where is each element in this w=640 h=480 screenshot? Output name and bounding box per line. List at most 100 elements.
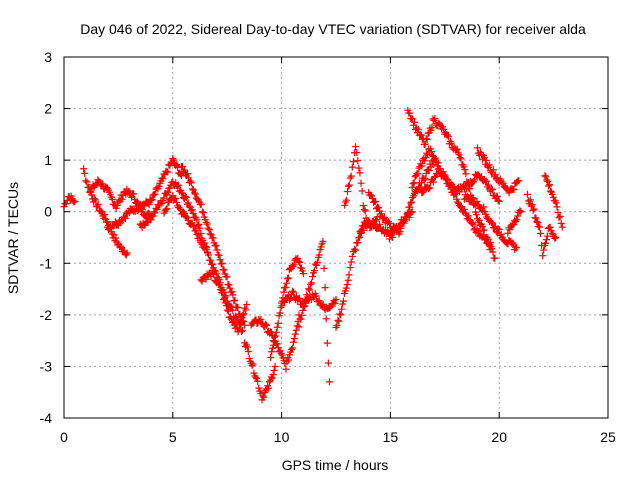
data-point bbox=[447, 139, 455, 147]
data-point bbox=[332, 295, 340, 303]
data-point bbox=[404, 209, 412, 217]
data-point bbox=[174, 182, 182, 190]
data-point bbox=[411, 118, 419, 126]
data-point bbox=[152, 204, 160, 212]
data-point bbox=[223, 306, 231, 314]
data-point bbox=[148, 196, 156, 204]
data-point bbox=[379, 215, 387, 223]
data-point bbox=[189, 186, 197, 194]
data-point bbox=[243, 301, 251, 309]
data-point bbox=[515, 177, 523, 185]
data-point bbox=[283, 279, 291, 287]
data-point bbox=[97, 207, 105, 215]
data-series bbox=[60, 106, 566, 404]
data-point bbox=[377, 210, 385, 218]
data-point bbox=[320, 264, 328, 272]
data-point bbox=[462, 170, 470, 178]
data-point bbox=[225, 281, 233, 289]
data-point bbox=[195, 220, 203, 228]
data-point bbox=[513, 244, 521, 252]
data-point bbox=[266, 328, 274, 336]
data-point bbox=[269, 344, 277, 352]
y-tick-label: -4 bbox=[40, 410, 53, 426]
data-point bbox=[203, 245, 211, 253]
data-point bbox=[350, 245, 358, 253]
data-point bbox=[352, 246, 360, 254]
data-point bbox=[343, 196, 351, 204]
data-point bbox=[284, 275, 292, 283]
data-point bbox=[546, 223, 554, 231]
data-point bbox=[540, 246, 548, 254]
data-point bbox=[552, 234, 560, 241]
data-point bbox=[204, 224, 212, 232]
data-point bbox=[431, 154, 439, 162]
data-point bbox=[270, 333, 278, 341]
data-point bbox=[361, 207, 369, 215]
data-point bbox=[81, 169, 89, 177]
data-point bbox=[338, 305, 346, 313]
data-point bbox=[208, 261, 216, 269]
data-point bbox=[288, 346, 296, 354]
data-point bbox=[421, 157, 429, 165]
data-point bbox=[268, 348, 276, 356]
data-point bbox=[244, 347, 252, 355]
data-point bbox=[189, 222, 197, 230]
data-point bbox=[274, 319, 282, 327]
data-point bbox=[542, 173, 550, 181]
data-point bbox=[342, 198, 350, 206]
data-point bbox=[147, 196, 155, 204]
data-point bbox=[243, 343, 251, 351]
data-point bbox=[160, 194, 168, 202]
data-point bbox=[239, 311, 247, 319]
data-point bbox=[123, 249, 131, 257]
data-point bbox=[255, 384, 263, 392]
data-point bbox=[418, 162, 426, 170]
data-point bbox=[195, 231, 203, 239]
data-point bbox=[558, 223, 566, 231]
data-point bbox=[528, 201, 536, 209]
data-point bbox=[480, 203, 488, 211]
data-point bbox=[372, 197, 380, 205]
data-point bbox=[423, 135, 431, 143]
data-point bbox=[269, 371, 277, 379]
data-point bbox=[414, 126, 422, 134]
data-point bbox=[308, 279, 316, 287]
data-point bbox=[143, 218, 151, 226]
x-axis-label: GPS time / hours bbox=[282, 457, 389, 473]
data-point bbox=[309, 273, 317, 281]
data-point bbox=[354, 239, 362, 247]
data-point bbox=[396, 228, 404, 236]
data-point bbox=[186, 177, 194, 185]
data-point bbox=[175, 181, 183, 189]
data-point bbox=[530, 205, 538, 213]
data-point bbox=[218, 259, 226, 267]
data-point bbox=[267, 354, 275, 362]
data-point bbox=[307, 280, 315, 288]
data-point bbox=[480, 226, 488, 234]
data-point bbox=[546, 181, 554, 189]
data-point bbox=[178, 162, 186, 170]
data-point bbox=[296, 258, 304, 266]
data-point bbox=[93, 202, 101, 210]
data-point bbox=[188, 206, 196, 214]
data-point bbox=[325, 378, 333, 386]
data-point bbox=[407, 199, 415, 207]
data-point bbox=[357, 179, 365, 187]
data-point bbox=[484, 181, 492, 189]
data-point bbox=[345, 271, 353, 279]
data-point bbox=[304, 293, 312, 301]
data-point bbox=[345, 181, 353, 189]
data-point bbox=[209, 269, 217, 277]
data-point bbox=[277, 303, 285, 311]
data-point bbox=[322, 315, 330, 323]
data-point bbox=[163, 205, 171, 213]
data-point bbox=[206, 230, 214, 238]
data-point bbox=[312, 261, 320, 269]
data-point bbox=[291, 330, 299, 338]
data-point bbox=[184, 216, 192, 224]
data-point bbox=[517, 208, 525, 216]
data-point bbox=[429, 178, 437, 186]
data-point bbox=[290, 261, 298, 269]
data-point bbox=[80, 165, 88, 173]
